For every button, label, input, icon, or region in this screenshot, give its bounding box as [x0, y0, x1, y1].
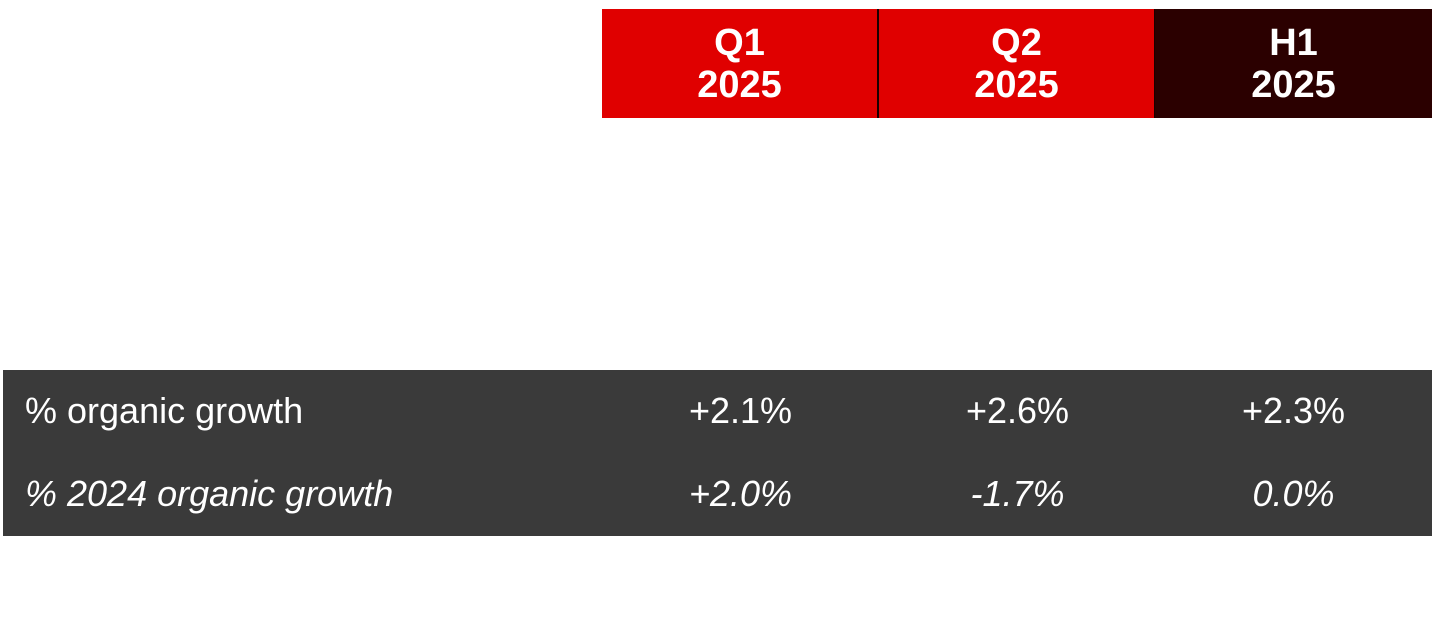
cell-q1-value: +2.0% — [688, 473, 793, 514]
table-row-2024-organic-growth: % 2024 organic growth +2.0% -1.7% 0.0% — [3, 469, 1432, 519]
column-header-year: 2025 — [974, 63, 1059, 106]
cell-h1-value: 0.0% — [1252, 473, 1335, 514]
row-label: % 2024 organic growth — [25, 473, 394, 514]
column-header-year: 2025 — [697, 63, 782, 106]
column-header-h1-2025: H1 2025 — [1155, 9, 1432, 118]
column-header-q1-2025: Q1 2025 — [602, 9, 879, 118]
cell-q2-value: +2.6% — [965, 390, 1070, 431]
growth-data-band: % organic growth +2.1% +2.6% +2.3% % 202… — [3, 370, 1432, 536]
table-row-organic-growth: % organic growth +2.1% +2.6% +2.3% — [3, 386, 1432, 436]
period-header-row: Q1 2025 Q2 2025 H1 2025 — [602, 9, 1432, 118]
column-header-period: H1 — [1269, 21, 1318, 64]
row-label: % organic growth — [25, 390, 304, 431]
cell-q2-value: -1.7% — [970, 473, 1065, 514]
column-header-period: Q1 — [714, 21, 765, 64]
cell-q1-value: +2.1% — [688, 390, 793, 431]
column-header-q2-2025: Q2 2025 — [879, 9, 1155, 118]
column-header-period: Q2 — [991, 21, 1042, 64]
column-header-year: 2025 — [1251, 63, 1336, 106]
cell-h1-value: +2.3% — [1241, 390, 1346, 431]
